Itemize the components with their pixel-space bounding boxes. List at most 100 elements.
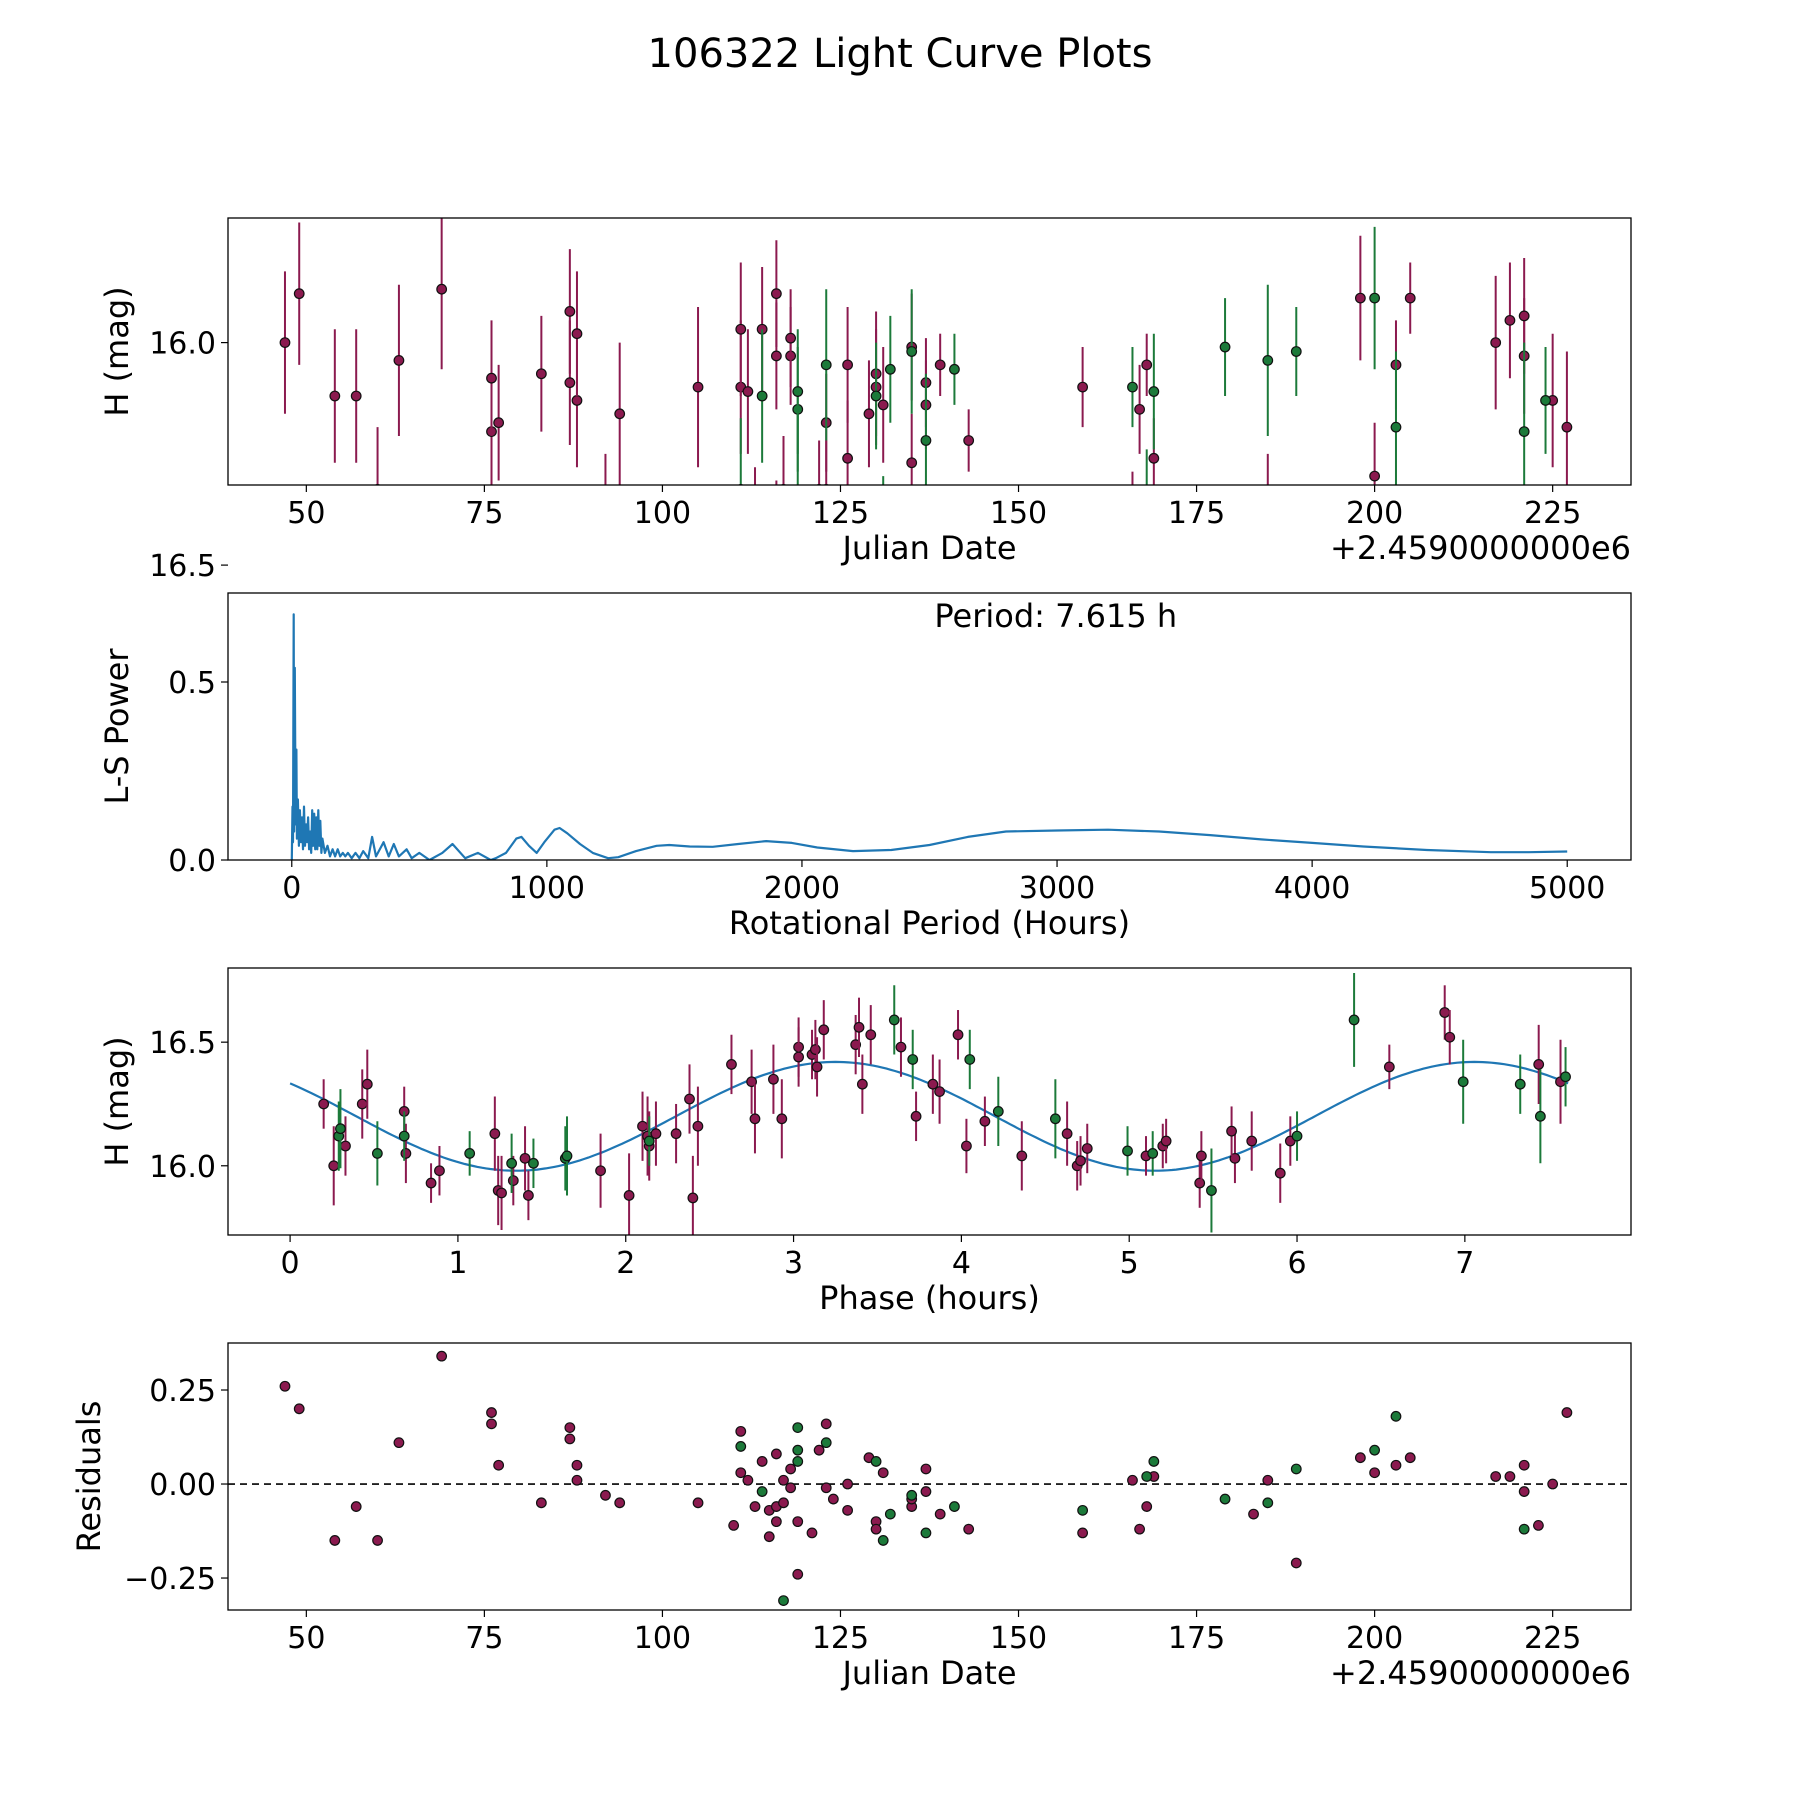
lightcurve-data-point [1404,292,1416,304]
phased-data-point [425,1177,437,1189]
residuals-data-point [884,1508,896,1520]
lightcurve-data-point [564,377,576,389]
phased-data-point [318,1098,330,1110]
residuals-data-point [1369,1444,1381,1456]
lightcurve-data-point [493,417,505,429]
phased-axes-frame [227,967,1632,1236]
periodogram-xlabel: Rotational Period (Hours) [729,904,1130,942]
phased-data-point [1246,1135,1258,1147]
phased-data-point [523,1190,534,1201]
lightcurve-ytick-label: 16.0 [149,327,216,362]
phased-plot-area [289,972,1571,1235]
phased-data-point [1195,1150,1207,1162]
lightcurve-axes-frame [227,217,1632,486]
residuals-data-point [806,1527,818,1539]
residuals-data-point [1390,1459,1402,1471]
lightcurve-series-b [737,226,1551,485]
phased-data-point [1049,1113,1061,1125]
residuals-data-point [1404,1452,1416,1464]
lightcurve-data-point [906,346,918,357]
lightcurve-data-point [735,323,747,335]
periodogram-xtick-label: 2000 [764,871,840,906]
lightcurve-data-point [1077,381,1089,393]
figure-title: 106322 Light Curve Plots [648,31,1153,77]
lightcurve-data-point [1504,314,1516,326]
lightcurve-data-point [614,408,626,420]
residuals-xtick-label: 125 [812,1621,869,1656]
phased-data-point [1439,1007,1451,1018]
residuals-data-point [1354,1452,1366,1464]
lightcurve-data-point [1127,381,1138,393]
residuals-data-point [792,1516,804,1528]
residuals-data-point [1390,1410,1402,1422]
phased-data-point [818,1024,830,1036]
residuals-data-point [1369,1467,1381,1479]
phased-xtick-label: 6 [1287,1246,1306,1281]
residuals-xtick-label: 150 [990,1621,1047,1656]
residuals-data-point [486,1407,497,1418]
lightcurve-data-point [742,386,754,397]
residuals-data-point [749,1501,761,1512]
residuals-xtick-label: 100 [634,1621,691,1656]
phased-series-b [333,972,1571,1233]
phased-data-point [726,1059,737,1070]
phased-data-point [1206,1185,1217,1196]
residuals-data-point [934,1508,946,1520]
residuals-xtick-label: 175 [1168,1621,1225,1656]
phased-data-point [746,1076,758,1088]
lightcurve-data-point [1290,346,1302,357]
residuals-data-point [792,1456,804,1467]
phased-data-point [952,1029,964,1041]
lightcurve-data-point [870,390,882,402]
phased-data-point [1274,1167,1286,1179]
phased-data-point [910,1110,922,1122]
phased-data-point [328,1160,340,1172]
residuals-data-point [792,1422,804,1434]
residuals-data-point [293,1403,305,1415]
residuals-data-point [1248,1508,1259,1520]
phased-data-point [1016,1150,1028,1162]
phased-data-point [643,1135,655,1147]
lightcurve-data-point [1518,310,1530,322]
phased-data-point [1348,1014,1360,1026]
lightcurve-data-point [770,288,782,300]
residuals-data-point [842,1504,853,1516]
residuals-xtick-label: 225 [1524,1621,1581,1656]
periodogram-ylabel: L-S Power [98,648,136,805]
periodogram-xtick-label: 4000 [1274,871,1350,906]
residuals-data-point [279,1380,291,1392]
phased-xtick-label: 1 [448,1246,467,1281]
phased-data-point [768,1073,779,1085]
lightcurve-data-point [1148,452,1160,464]
lightcurve-data-point [1518,426,1530,438]
phased-data-point [528,1157,539,1169]
residuals-data-point [564,1433,576,1445]
lightcurve-xtick-label: 75 [465,496,503,531]
residuals-data-point [813,1444,825,1456]
residuals-xtick-label: 50 [287,1621,325,1656]
phased-data-point [496,1187,507,1199]
residuals-data-point [792,1444,804,1456]
phased-data-point [856,1078,868,1090]
phased-data-point [934,1086,945,1098]
lightcurve-data-point [877,399,889,411]
lightcurve-offset-label: +2.4590000000e6 [1330,529,1631,567]
residuals-data-point [329,1535,341,1546]
periodogram-line [290,613,1568,860]
residuals-data-point [778,1474,789,1486]
periodogram-xtick-label: 1000 [509,871,585,906]
lightcurve-plot-area [279,218,1573,485]
lightcurve-data-point [842,359,853,371]
phased-data-point [1081,1143,1093,1154]
phased-data-point [1061,1128,1073,1140]
lightcurve-data-point [293,288,305,300]
residuals-series-a [279,1350,1573,1580]
lightcurve-data-point [692,381,704,393]
phased-data-point [687,1192,699,1204]
residuals-data-point [571,1459,583,1471]
phased-data-point [434,1165,445,1177]
residuals-data-point [820,1437,832,1449]
residuals-data-point [1533,1519,1544,1531]
residuals-panel: 50 75 100 125 150 175 200 225 −0.25 0.00 0.25 Julia… [70,1342,1632,1692]
